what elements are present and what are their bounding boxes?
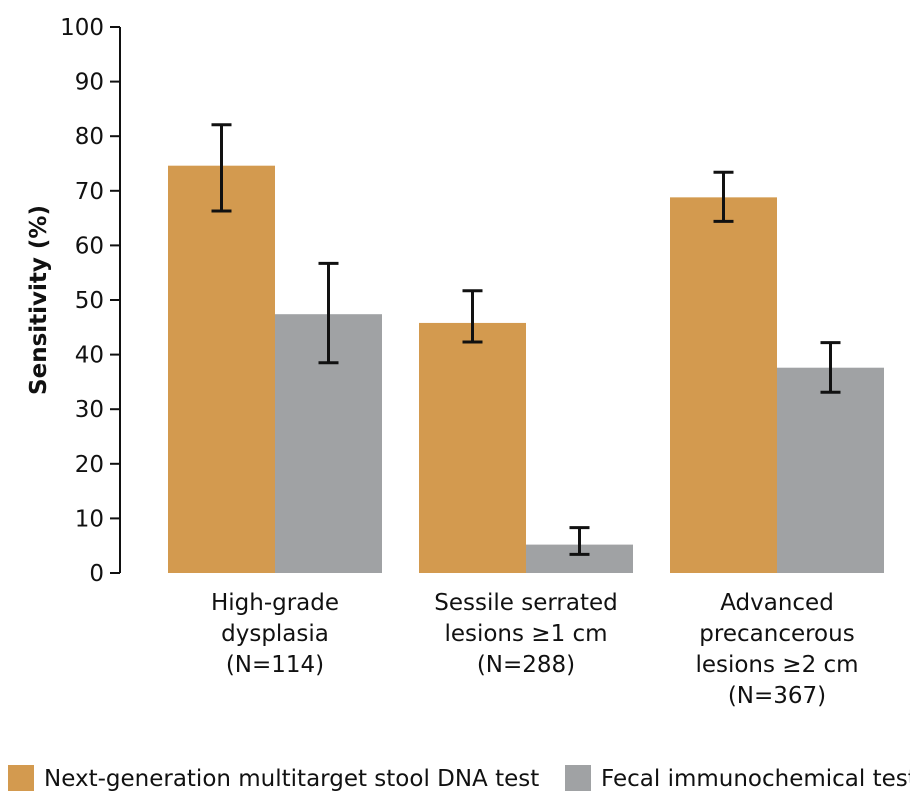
- error-bars: [211, 123, 841, 556]
- y-tick-label: 80: [75, 124, 104, 150]
- y-tick-label: 70: [75, 179, 104, 205]
- y-tick-label: 60: [75, 233, 104, 259]
- error-bar: [713, 170, 734, 223]
- error-bar: [820, 341, 841, 394]
- legend: Next-generation multitarget stool DNA te…: [8, 765, 910, 792]
- bars: [168, 165, 884, 574]
- bar-stool-dna-test: [419, 322, 526, 573]
- category-labels: High-grade dysplasia (N=114) Sessile serrat…: [211, 590, 859, 709]
- error-bar: [462, 289, 483, 344]
- category-label: High-grade dysplasia (N=114): [211, 590, 339, 678]
- category-label: Sessile serrated lesions ≥1 cm (N=288): [434, 590, 617, 678]
- error-bar: [318, 261, 339, 365]
- legend-label: Next-generation multitarget stool DNA te…: [44, 766, 539, 792]
- legend-item: Fecal immunochemical test: [565, 765, 910, 792]
- error-bar: [569, 526, 590, 556]
- y-tick-label: 40: [75, 343, 104, 369]
- y-tick-label: 0: [89, 561, 104, 587]
- legend-swatch: [8, 765, 34, 791]
- bar-fecal-immunochemical-test: [777, 367, 884, 573]
- error-bar: [211, 123, 232, 213]
- axes: 0 10 20 30 40 50 60 70 80 90 100: [60, 15, 121, 587]
- y-tick-label: 10: [75, 506, 104, 532]
- y-tick-label: 30: [75, 397, 104, 423]
- y-axis-label: Sensitivity (%): [26, 205, 52, 395]
- y-tick-label: 100: [60, 15, 104, 41]
- y-tick-label: 90: [75, 70, 104, 96]
- category-label: Advanced precancerous lesions ≥2 cm (N=367): [695, 590, 858, 709]
- legend-swatch: [565, 765, 591, 791]
- bar-stool-dna-test: [168, 165, 275, 573]
- bar-stool-dna-test: [670, 197, 777, 574]
- legend-item: Next-generation multitarget stool DNA te…: [8, 765, 539, 792]
- legend-label: Fecal immunochemical test: [601, 766, 910, 792]
- y-tick-label: 50: [75, 288, 104, 314]
- y-tick-label: 20: [75, 452, 104, 478]
